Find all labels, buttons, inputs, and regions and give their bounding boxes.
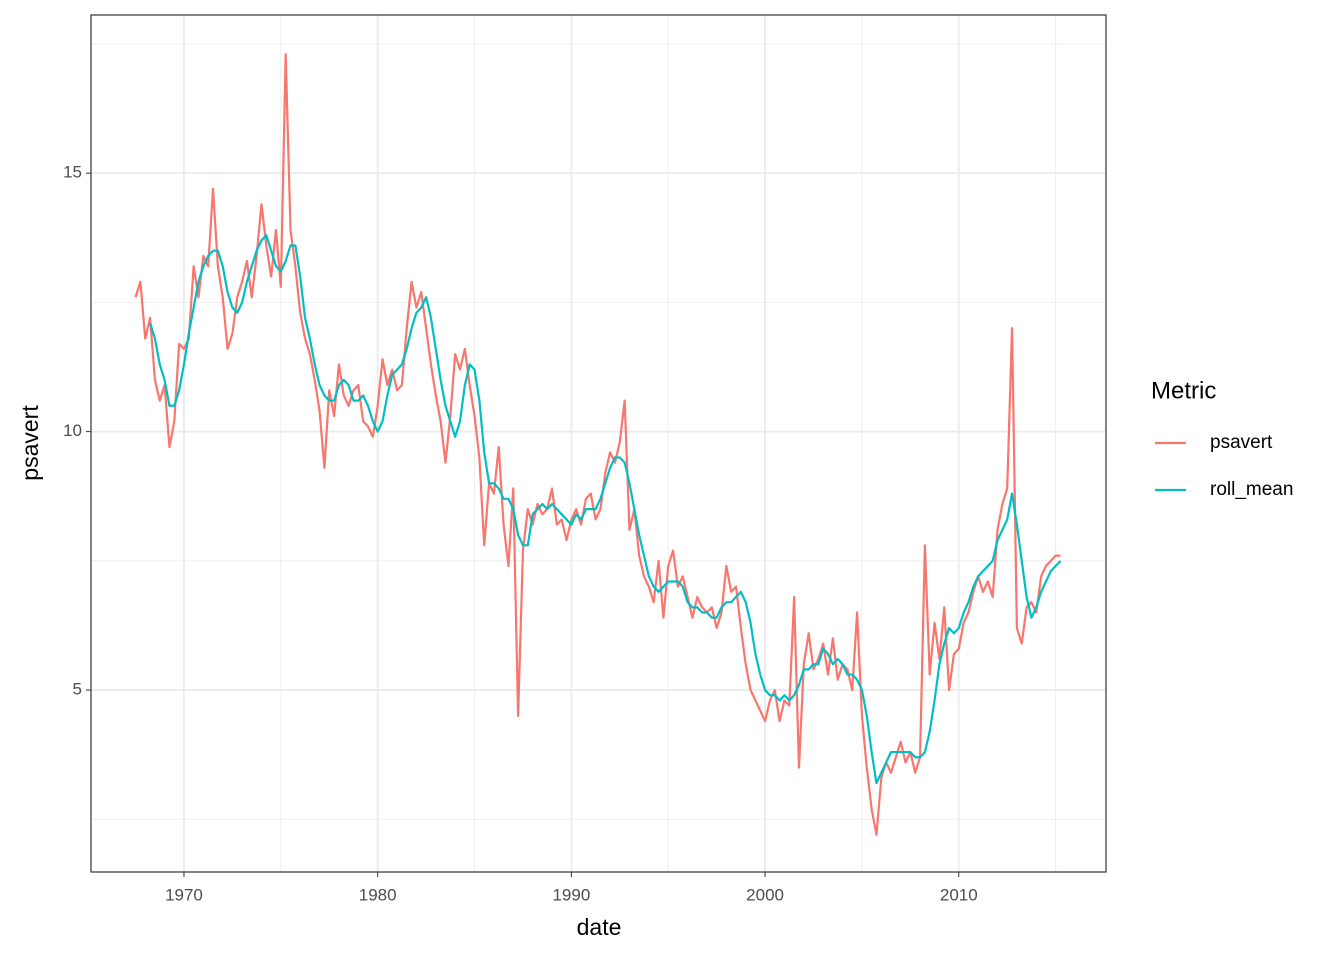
- legend-label: psavert: [1210, 432, 1273, 453]
- legend-title: Metric: [1151, 377, 1216, 404]
- x-tick-label: 1980: [359, 885, 397, 904]
- x-tick-label: 2010: [940, 885, 978, 904]
- x-tick-label: 2000: [746, 885, 784, 904]
- y-axis-title: psavert: [17, 405, 43, 481]
- y-tick-label: 15: [63, 163, 82, 182]
- x-tick-label: 1990: [552, 885, 590, 904]
- y-tick-label: 5: [73, 680, 82, 699]
- plot-border: [90, 14, 1107, 873]
- series-line: [134, 53, 1061, 836]
- y-tick-label: 10: [63, 421, 82, 440]
- legend-label: roll_mean: [1210, 479, 1293, 500]
- x-axis-title: date: [577, 914, 622, 940]
- x-tick-label: 1970: [165, 885, 203, 904]
- series-line: [149, 234, 1062, 785]
